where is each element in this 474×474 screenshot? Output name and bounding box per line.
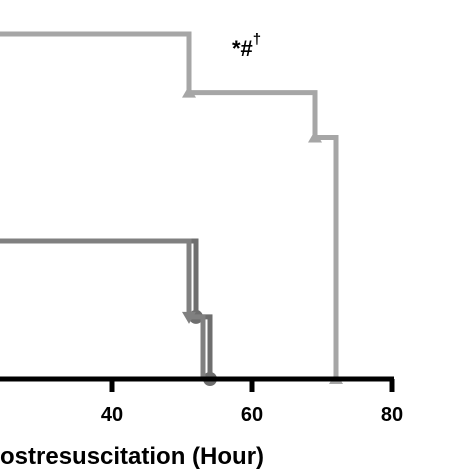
- series-3-marker-2: [182, 311, 196, 324]
- x-axis-title: ostresuscitation (Hour): [0, 443, 264, 470]
- series-line-1: [0, 31, 339, 379]
- x-axis: 40 60 80: [0, 376, 403, 426]
- plot-area: [0, 31, 343, 386]
- series-1-marker-2: [308, 130, 322, 143]
- annotation-symbols: *#: [232, 36, 253, 61]
- annotation-superscript: †: [253, 31, 261, 48]
- significance-annotation: *#†: [232, 31, 261, 61]
- x-tick-label-40: 40: [101, 404, 123, 426]
- x-tick-label-80: 80: [381, 404, 403, 426]
- series-line-2: [0, 238, 213, 379]
- series-1-marker-1: [182, 85, 196, 98]
- series-line-3: [0, 238, 206, 379]
- x-tick-label-60: 60: [241, 404, 263, 426]
